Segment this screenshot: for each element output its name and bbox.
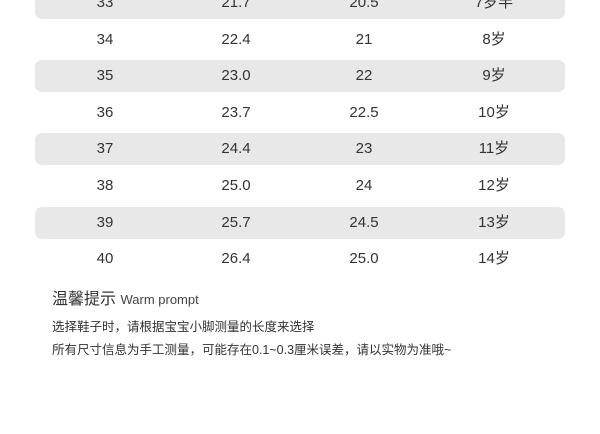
table-cell: 24 <box>355 177 373 194</box>
row-band <box>35 133 565 166</box>
table-cell: 8岁 <box>482 30 506 48</box>
table-cell: 20.5 <box>349 0 379 11</box>
table-cell: 22.4 <box>221 30 251 48</box>
table-cell: 23.0 <box>221 67 251 85</box>
tip-title: 温馨提示 <box>52 291 117 308</box>
table-cell: 7岁半 <box>474 0 514 11</box>
table-cell: 25.0 <box>221 177 251 194</box>
table-cell: 33 <box>96 0 114 11</box>
table-cell: 21.7 <box>221 0 251 11</box>
tip-heading: 温馨提示 Warm prompt <box>52 285 199 309</box>
table-cell: 38 <box>96 177 114 194</box>
tip-line: 所有尺寸信息为手工测量，可能存在0.1~0.3厘米误差，请以实物为准哦~ <box>52 343 452 357</box>
table-cell: 11岁 <box>478 140 510 158</box>
row-band <box>35 60 565 93</box>
table-cell: 34 <box>96 30 114 48</box>
table-cell: 37 <box>96 140 114 158</box>
tip-subtitle: Warm prompt <box>120 292 199 307</box>
table-cell: 25.0 <box>349 250 379 268</box>
table-cell: 22.5 <box>349 103 379 121</box>
table-cell: 23.7 <box>221 103 251 121</box>
table-cell: 26.4 <box>221 250 251 268</box>
table-cell: 14岁 <box>478 250 510 268</box>
table-cell: 10岁 <box>478 103 510 121</box>
table-cell: 39 <box>96 213 114 231</box>
table-cell: 9岁 <box>482 67 506 85</box>
table-cell: 24.5 <box>349 213 379 231</box>
table-cell: 21 <box>355 30 373 48</box>
table-cell: 12岁 <box>478 177 510 194</box>
row-band <box>35 206 565 239</box>
table-cell: 40 <box>96 250 114 268</box>
table-cell: 22 <box>355 67 373 85</box>
table-cell: 24.4 <box>221 140 251 158</box>
table-cell: 23 <box>355 140 373 158</box>
table-cell: 35 <box>96 67 114 85</box>
tip-line: 选择鞋子时，请根据宝宝小脚测量的长度来选择 <box>52 320 315 334</box>
table-cell: 36 <box>96 103 114 121</box>
table-cell: 25.7 <box>221 213 251 231</box>
table-cell: 13岁 <box>478 213 510 231</box>
row-band <box>35 0 565 19</box>
